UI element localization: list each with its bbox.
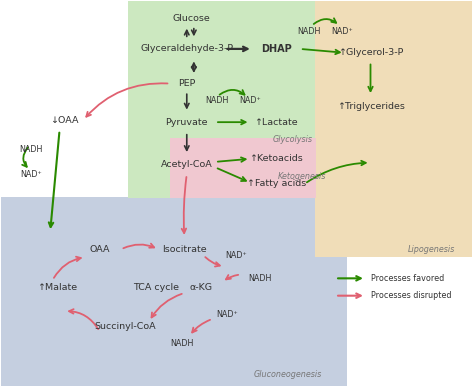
FancyBboxPatch shape [315, 1, 472, 257]
Text: ↓OAA: ↓OAA [50, 116, 79, 125]
Text: α-KG: α-KG [190, 283, 212, 293]
Text: NADH: NADH [206, 96, 229, 105]
Text: NAD⁺: NAD⁺ [331, 27, 353, 36]
Text: NADH: NADH [248, 274, 272, 283]
Text: Succinyl-CoA: Succinyl-CoA [95, 322, 156, 331]
Text: NAD⁺: NAD⁺ [239, 96, 261, 105]
Text: NAD⁺: NAD⁺ [20, 170, 42, 179]
Text: Lipogenesis: Lipogenesis [408, 245, 456, 254]
Text: OAA: OAA [90, 245, 110, 254]
Text: NAD⁺: NAD⁺ [216, 310, 237, 319]
Text: Pyruvate: Pyruvate [165, 118, 208, 127]
Text: ↑Fatty acids: ↑Fatty acids [246, 179, 306, 188]
Text: NADH: NADH [170, 339, 194, 348]
Text: Ketogenesis: Ketogenesis [278, 172, 327, 181]
Text: Processes disrupted: Processes disrupted [371, 291, 451, 300]
Text: DHAP: DHAP [261, 44, 292, 54]
Text: Glycolysis: Glycolysis [273, 135, 313, 144]
Text: ↑Ketoacids: ↑Ketoacids [249, 154, 303, 163]
Text: ↑Malate: ↑Malate [37, 283, 77, 293]
Text: ↑Lactate: ↑Lactate [255, 118, 298, 127]
Text: PEP: PEP [178, 79, 195, 88]
Text: NAD⁺: NAD⁺ [225, 251, 247, 260]
FancyBboxPatch shape [170, 139, 316, 198]
Text: NADH: NADH [19, 145, 43, 154]
Text: Glucose: Glucose [173, 14, 210, 22]
Text: Isocitrate: Isocitrate [162, 245, 207, 254]
Text: NADH: NADH [298, 27, 321, 36]
Text: Glyceraldehyde-3-P: Glyceraldehyde-3-P [140, 45, 233, 53]
Text: Acetyl-CoA: Acetyl-CoA [161, 160, 213, 169]
Text: Processes favored: Processes favored [371, 274, 444, 283]
Text: ↑Triglycerides: ↑Triglycerides [337, 102, 404, 111]
Text: ↑Glycerol-3-P: ↑Glycerol-3-P [338, 48, 403, 57]
Text: TCA cycle: TCA cycle [133, 283, 179, 293]
Text: Gluconeogenesis: Gluconeogenesis [254, 370, 322, 379]
FancyBboxPatch shape [0, 197, 347, 386]
FancyBboxPatch shape [128, 1, 316, 198]
